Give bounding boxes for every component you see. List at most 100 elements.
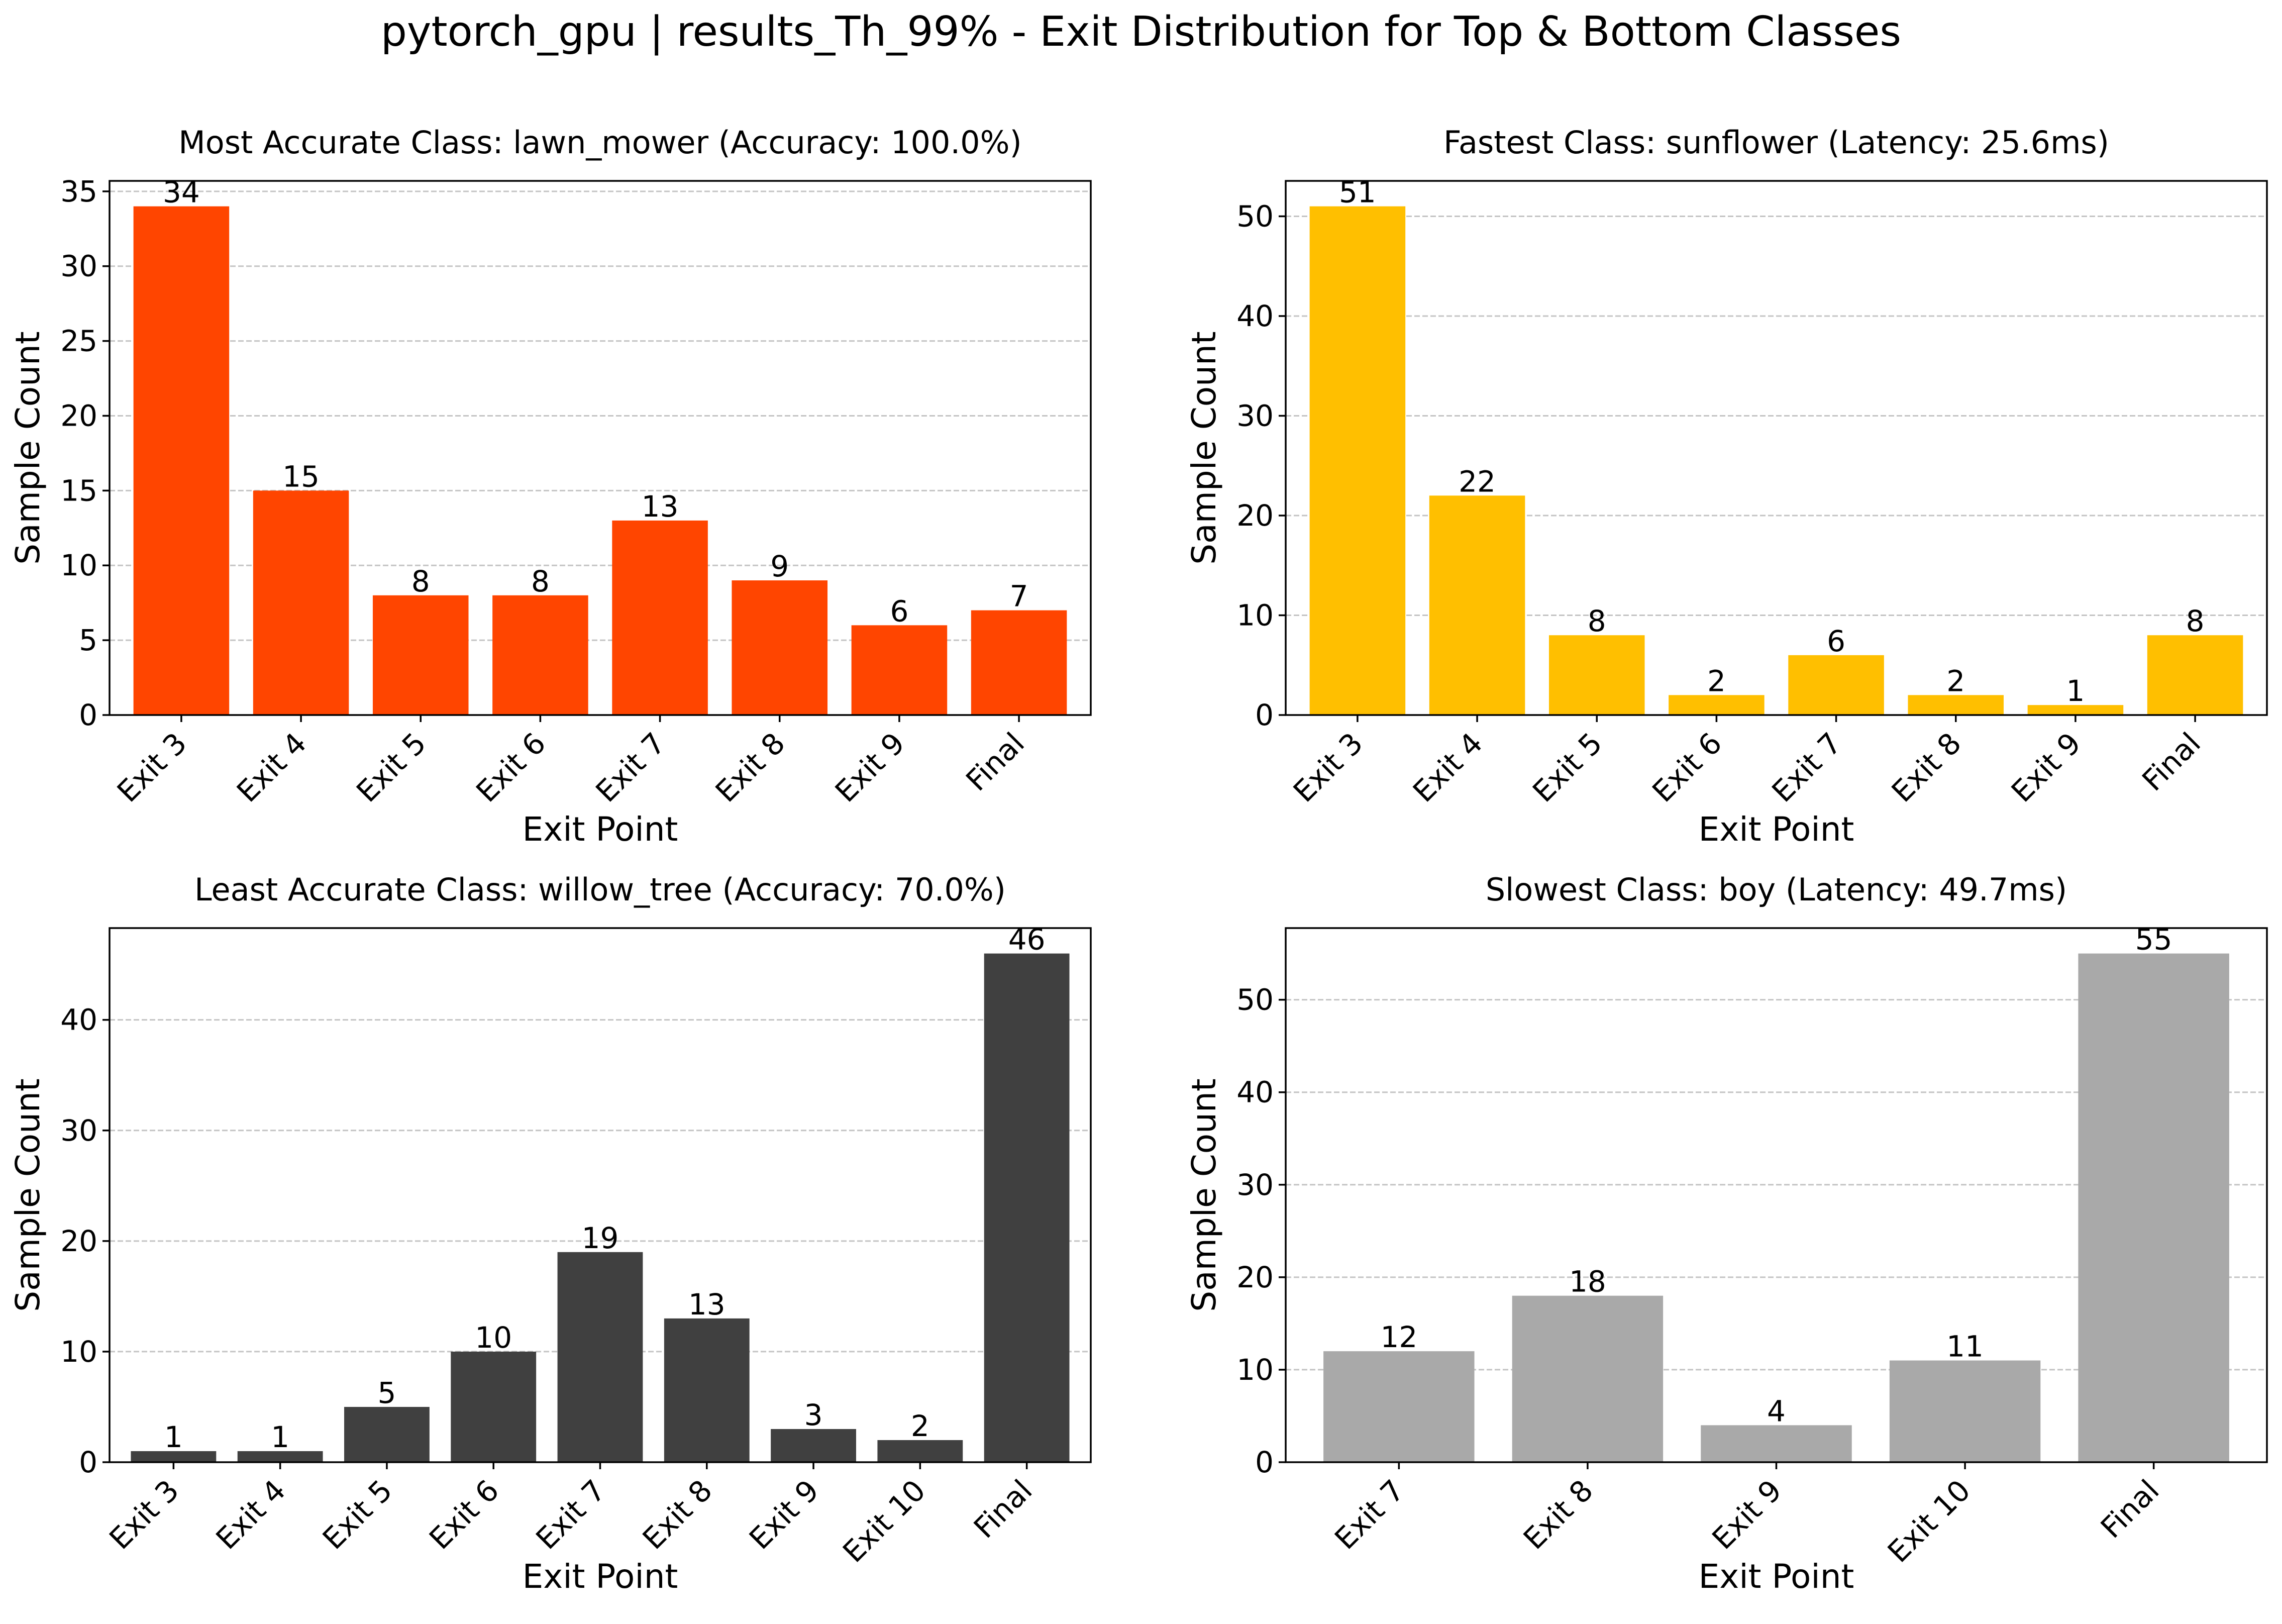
axes-frame [109,180,1092,716]
x-tick-label: Exit 9 [828,726,911,809]
x-tick-label: Exit 4 [1406,726,1489,809]
y-tick-label: 10 [60,548,97,582]
bar-value-label: 11 [1946,1330,1984,1364]
bar [1788,655,1884,715]
bar-value-label: 5 [377,1376,396,1410]
x-tick-label: Exit 4 [210,1473,292,1556]
bar [612,520,708,715]
x-tick-label: Exit 7 [589,726,672,809]
y-tick-label: 30 [60,1113,97,1148]
x-tick-label: Exit 7 [1766,726,1848,809]
y-tick-label: 20 [1236,1260,1274,1294]
bar [253,490,349,715]
x-tick-label: Exit 5 [1526,726,1609,809]
y-axis-label: Sample Count [1185,1078,1223,1311]
x-tick-label: Exit 5 [350,726,433,809]
x-tick-label: Exit 9 [2005,726,2088,809]
bar-value-label: 6 [890,594,908,628]
x-tick-label: Exit 10 [1881,1473,1977,1569]
y-tick-label: 0 [79,698,97,732]
x-tick-label: Exit 7 [530,1473,612,1556]
bar [1889,1360,2041,1462]
bar [771,1429,856,1462]
x-tick-label: Exit 3 [111,726,193,809]
x-tick-label: Exit 8 [636,1473,719,1556]
bar-value-label: 8 [531,564,550,598]
axes-frame [1285,180,2268,716]
x-tick-label: Final [2094,1473,2166,1545]
x-tick-label: Exit 8 [1517,1473,1600,1556]
bar-value-label: 22 [1459,464,1496,498]
y-tick-label: 30 [60,249,97,283]
bar-value-label: 15 [282,459,320,493]
bar [2027,705,2124,715]
x-tick-label: Final [959,726,1031,798]
bar [451,1351,537,1462]
subplot-title: Slowest Class: boy (Latency: 49.7ms) [1486,871,2067,908]
bar-value-label: 7 [1010,579,1028,614]
bar [1429,495,1525,715]
y-tick-label: 40 [1236,1075,1274,1109]
x-tick-label: Exit 7 [1328,1473,1411,1556]
bar-value-label: 13 [688,1287,725,1322]
x-tick-label: Exit 3 [1287,726,1370,809]
x-axis-label: Exit Point [523,1557,678,1596]
bar-value-label: 8 [2186,604,2205,638]
y-tick-label: 15 [60,473,97,508]
bar [2147,635,2243,715]
y-tick-label: 20 [60,1224,97,1258]
y-tick-label: 30 [1236,1168,1274,1202]
bar [2078,953,2229,1462]
bar [133,206,230,716]
y-tick-label: 30 [1236,398,1274,433]
x-axis-label: Exit Point [523,810,678,849]
y-tick-label: 10 [60,1335,97,1369]
y-tick-label: 0 [79,1445,97,1479]
x-tick-label: Exit 6 [1645,726,1728,809]
bar [1548,635,1645,715]
y-tick-label: 25 [60,324,97,358]
bar [1323,1351,1475,1462]
bar [492,595,588,715]
x-tick-label: Exit 9 [743,1473,825,1556]
x-tick-label: Final [2135,726,2207,798]
bar-value-label: 1 [164,1420,183,1454]
bar [1669,695,1765,715]
y-axis-label: Sample Count [1185,331,1223,564]
bar-value-label: 9 [770,549,789,583]
x-axis-label: Exit Point [1699,1557,1854,1596]
bar [237,1451,323,1462]
y-tick-label: 10 [1236,1353,1274,1387]
bar-value-label: 1 [2066,674,2085,708]
bar-value-label: 2 [911,1409,929,1443]
y-tick-label: 10 [1236,598,1274,632]
bar [877,1440,963,1462]
bar-value-label: 18 [1569,1265,1606,1299]
y-tick-label: 40 [1236,299,1274,333]
bar [1908,695,2004,715]
figure-title: pytorch_gpu | results_Th_99% - Exit Dist… [380,8,1902,56]
x-tick-label: Exit 6 [423,1473,505,1556]
subplot-title: Least Accurate Class: willow_tree (Accur… [194,871,1006,908]
bar-value-label: 8 [1588,604,1606,638]
x-tick-label: Exit 9 [1706,1473,1789,1556]
x-tick-label: Exit 6 [469,726,552,809]
y-tick-label: 50 [1236,199,1274,233]
bar-value-label: 4 [1767,1394,1786,1428]
x-tick-label: Exit 4 [230,726,313,809]
subplot-title: Most Accurate Class: lawn_mower (Accurac… [178,124,1021,161]
bar [131,1451,217,1462]
bar-value-label: 10 [475,1321,512,1355]
bar-value-label: 13 [642,489,679,524]
x-axis-label: Exit Point [1699,810,1854,849]
bar-value-label: 2 [1946,664,1965,698]
x-tick-label: Exit 8 [709,726,792,809]
bar [557,1252,643,1462]
bar [372,595,469,715]
bar [664,1318,750,1462]
bar [971,610,1067,715]
bar-value-label: 8 [411,564,430,598]
